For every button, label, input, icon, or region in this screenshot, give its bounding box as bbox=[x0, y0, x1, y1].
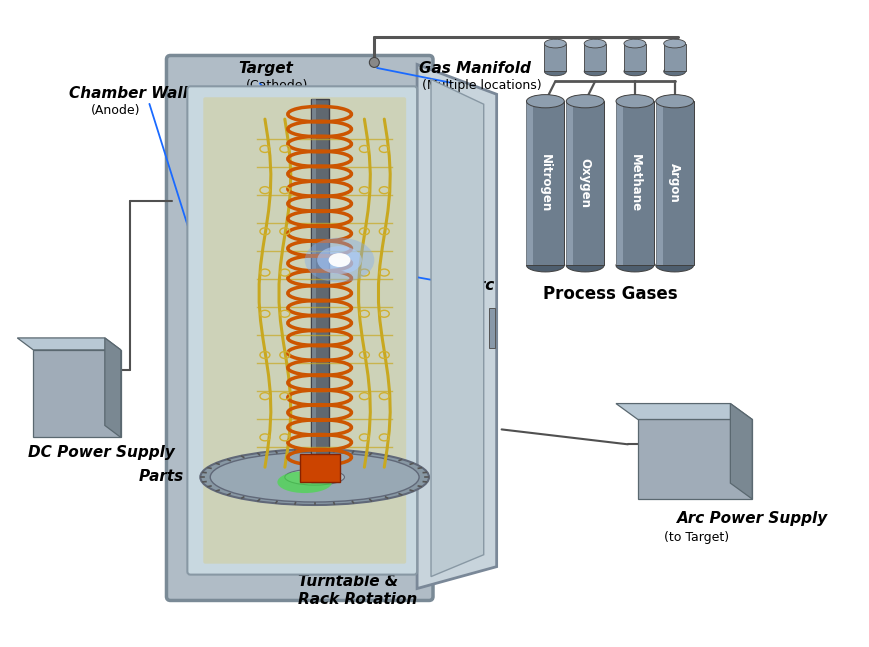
Ellipse shape bbox=[583, 67, 606, 76]
Text: Arc: Arc bbox=[467, 278, 494, 293]
Ellipse shape bbox=[317, 246, 362, 274]
Ellipse shape bbox=[663, 67, 685, 76]
Polygon shape bbox=[729, 404, 752, 499]
Text: Arc Power Supply: Arc Power Supply bbox=[676, 511, 827, 526]
Bar bbox=[544, 43, 566, 71]
Ellipse shape bbox=[623, 67, 645, 76]
FancyBboxPatch shape bbox=[655, 101, 693, 265]
Polygon shape bbox=[17, 338, 121, 350]
Bar bbox=[300, 454, 339, 482]
Bar bbox=[655, 101, 662, 265]
Circle shape bbox=[369, 58, 379, 67]
Ellipse shape bbox=[544, 39, 566, 48]
Bar bbox=[623, 43, 645, 71]
Ellipse shape bbox=[284, 469, 344, 485]
Bar bbox=[583, 43, 606, 71]
Ellipse shape bbox=[200, 449, 428, 505]
Text: Argon: Argon bbox=[667, 164, 680, 203]
FancyBboxPatch shape bbox=[203, 97, 406, 564]
FancyBboxPatch shape bbox=[187, 86, 416, 575]
Ellipse shape bbox=[566, 94, 603, 108]
FancyBboxPatch shape bbox=[526, 101, 564, 265]
Polygon shape bbox=[615, 404, 752, 419]
Ellipse shape bbox=[566, 259, 603, 272]
Bar bbox=[526, 101, 533, 265]
Text: Parts Racks: Parts Racks bbox=[138, 469, 238, 484]
Text: Chamber Wall: Chamber Wall bbox=[69, 86, 188, 102]
Ellipse shape bbox=[304, 237, 374, 283]
Ellipse shape bbox=[526, 259, 564, 272]
Ellipse shape bbox=[655, 259, 693, 272]
Ellipse shape bbox=[328, 253, 350, 267]
Text: Process Gases: Process Gases bbox=[542, 285, 677, 303]
Ellipse shape bbox=[210, 452, 419, 502]
Bar bbox=[663, 43, 685, 71]
Text: (to Target): (to Target) bbox=[663, 531, 728, 544]
Ellipse shape bbox=[544, 67, 566, 76]
Ellipse shape bbox=[583, 39, 606, 48]
FancyBboxPatch shape bbox=[566, 101, 603, 265]
Text: DC Power Supply: DC Power Supply bbox=[28, 445, 175, 460]
Text: (Cathode): (Cathode) bbox=[246, 80, 308, 93]
Text: Methane: Methane bbox=[627, 154, 640, 212]
Bar bbox=[566, 101, 573, 265]
Polygon shape bbox=[416, 65, 496, 589]
Polygon shape bbox=[104, 338, 121, 437]
Text: (Anode): (Anode) bbox=[90, 104, 140, 117]
Polygon shape bbox=[430, 80, 483, 576]
Text: Nitrogen: Nitrogen bbox=[538, 154, 551, 212]
Text: Target: Target bbox=[238, 61, 293, 76]
Bar bbox=[310, 99, 328, 482]
Text: Oxygen: Oxygen bbox=[578, 159, 591, 208]
Text: Turntable &: Turntable & bbox=[297, 574, 397, 589]
Ellipse shape bbox=[615, 94, 653, 108]
FancyBboxPatch shape bbox=[615, 101, 653, 265]
Polygon shape bbox=[637, 419, 752, 499]
Text: Rack Rotation: Rack Rotation bbox=[297, 591, 416, 606]
Bar bbox=[488, 308, 494, 348]
Bar bbox=[615, 101, 622, 265]
Ellipse shape bbox=[623, 39, 645, 48]
Ellipse shape bbox=[277, 471, 332, 493]
Ellipse shape bbox=[526, 94, 564, 108]
Ellipse shape bbox=[655, 94, 693, 108]
FancyBboxPatch shape bbox=[166, 56, 433, 600]
Text: Gas Manifold: Gas Manifold bbox=[419, 61, 530, 76]
Ellipse shape bbox=[663, 39, 685, 48]
Text: (Multiple locations): (Multiple locations) bbox=[421, 80, 541, 93]
Polygon shape bbox=[33, 350, 121, 437]
Bar bbox=[311, 99, 315, 482]
Ellipse shape bbox=[615, 259, 653, 272]
